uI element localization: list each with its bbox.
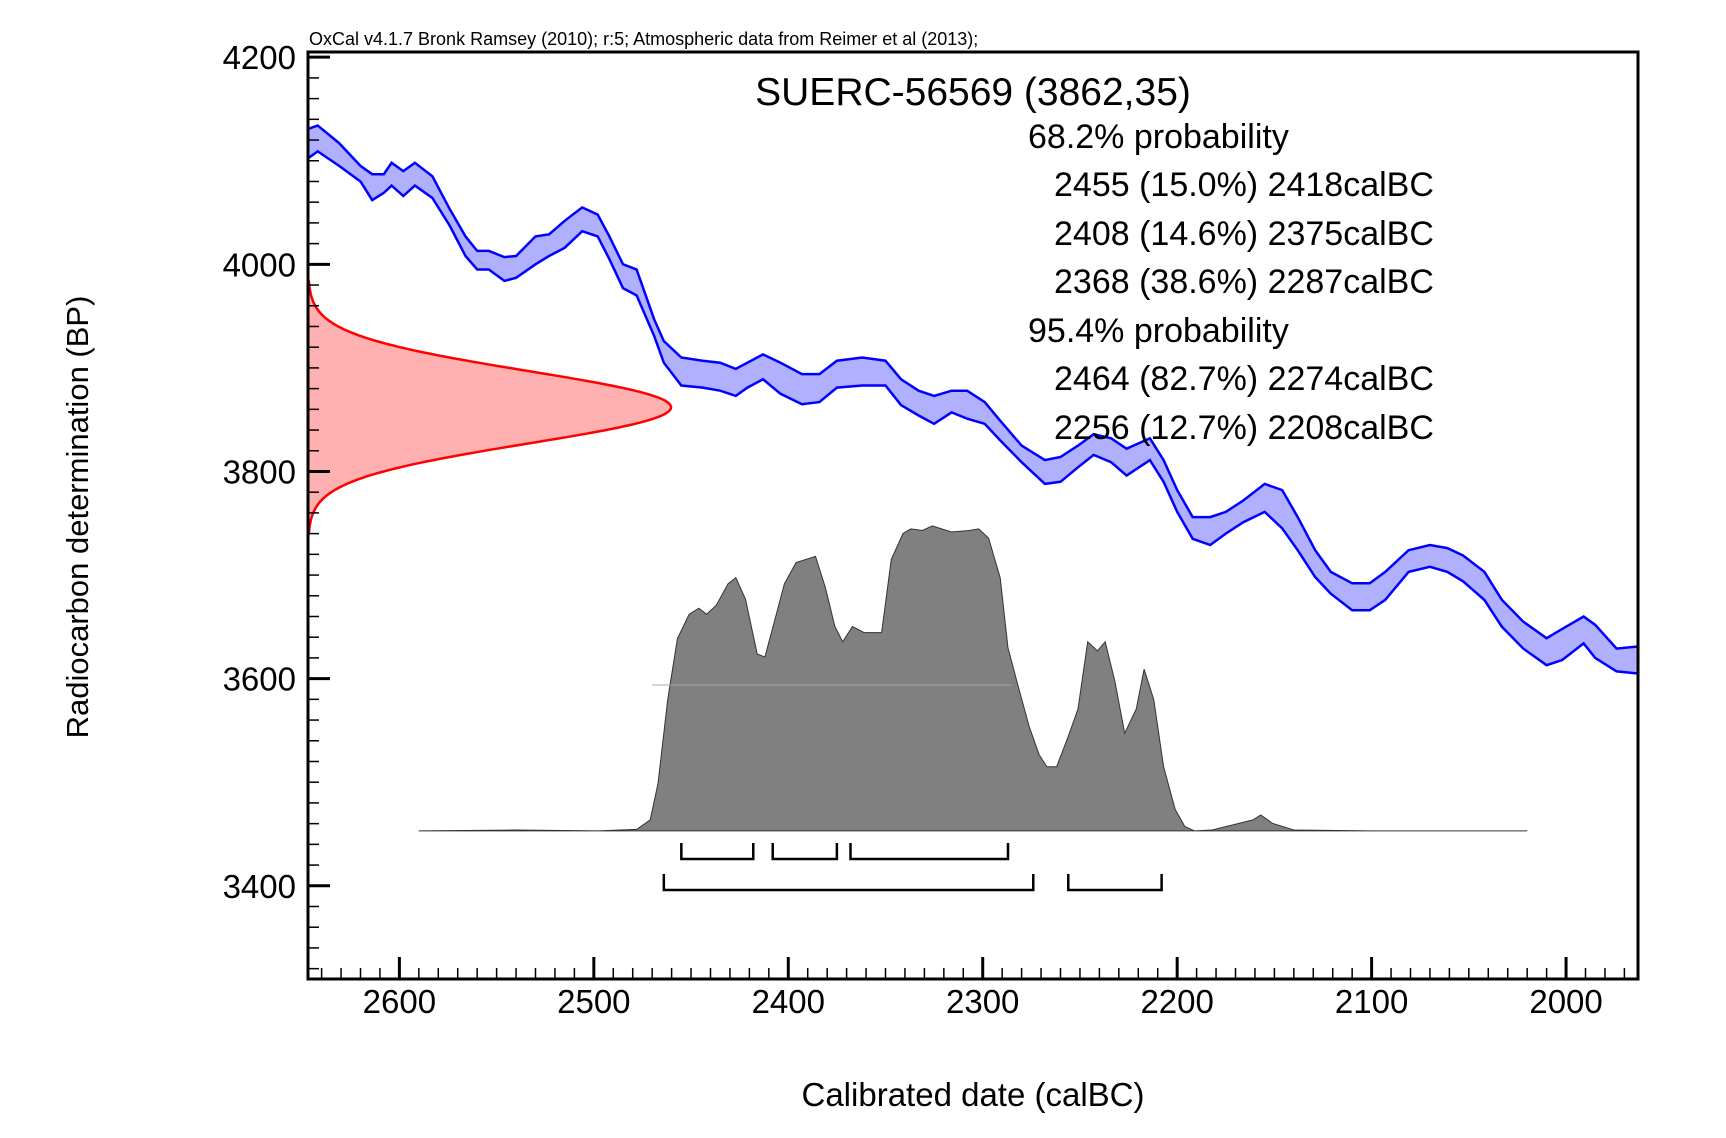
range-95-item: 2464 (82.7%) 2274calBC — [1054, 360, 1434, 398]
y-tick-label: 3400 — [223, 868, 296, 905]
y-axis-label: Radiocarbon determination (BP) — [60, 296, 95, 739]
axes: 3400 3600 3800 4000 4200 2600 2500 2400 2300 2200… — [223, 39, 1626, 1020]
calibration-curve-lower — [308, 149, 1638, 675]
x-tick-label: 2400 — [752, 983, 825, 1020]
x-tick-label: 2000 — [1529, 983, 1602, 1020]
software-header: OxCal v4.1.7 Bronk Ramsey (2010); r:5; A… — [309, 29, 978, 49]
range-95-bracket — [1067, 874, 1163, 892]
measurement-distribution-line — [308, 280, 673, 535]
calibration-curve-upper — [308, 124, 1638, 650]
calibration-curve-band — [308, 125, 1638, 674]
range-95-bracket — [662, 874, 1035, 892]
range-68-item: 2408 (14.6%) 2375calBC — [1054, 215, 1434, 253]
y-tick-label: 3600 — [223, 661, 296, 698]
x-tick-label: 2300 — [946, 983, 1019, 1020]
x-tick-label: 2500 — [557, 983, 630, 1020]
range-68-bracket — [680, 843, 755, 861]
measurement-distribution-fill — [308, 280, 671, 535]
x-axis-label: Calibrated date (calBC) — [802, 1076, 1145, 1113]
plot-area — [308, 124, 1638, 892]
range-68-label: 68.2% probability — [1028, 118, 1289, 156]
y-tick-label: 3800 — [223, 453, 296, 490]
range-95-label: 95.4% probability — [1028, 312, 1289, 350]
plot-frame — [306, 50, 1640, 981]
range-68-bracket — [771, 843, 839, 861]
x-tick-label: 2600 — [363, 983, 436, 1020]
range-68-bracket — [849, 843, 1010, 861]
x-tick-label: 2100 — [1335, 983, 1408, 1020]
y-tick-label: 4200 — [223, 39, 296, 76]
y-tick-label: 4000 — [223, 246, 296, 283]
range-95-item: 2256 (12.7%) 2208calBC — [1054, 409, 1434, 447]
chart-title: SUERC-56569 (3862,35) — [755, 71, 1191, 114]
x-tick-label: 2200 — [1140, 983, 1213, 1020]
probability-summary: 68.2% probability 2455 (15.0%) 2418calBC… — [1028, 118, 1434, 447]
range-68-item: 2455 (15.0%) 2418calBC — [1054, 166, 1434, 204]
calibrated-distribution — [418, 525, 1528, 832]
range-68-item: 2368 (38.6%) 2287calBC — [1054, 263, 1434, 301]
